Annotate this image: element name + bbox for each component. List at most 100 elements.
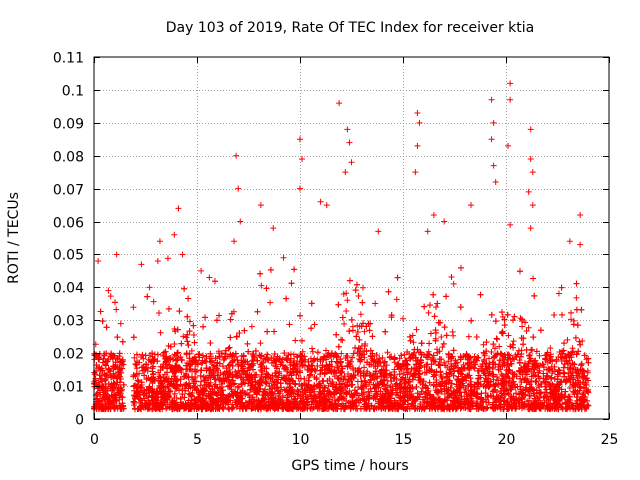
data-point (264, 328, 271, 335)
data-point (338, 350, 345, 357)
data-point (584, 369, 591, 376)
data-point (340, 290, 347, 297)
data-point (379, 354, 386, 361)
data-point (510, 378, 517, 385)
data-point (519, 323, 526, 330)
data-point (423, 384, 430, 391)
data-point (150, 298, 157, 305)
data-point (178, 340, 185, 347)
data-point (130, 304, 137, 311)
data-point (443, 293, 450, 300)
data-point (518, 316, 525, 323)
data-point (363, 397, 370, 404)
data-point (329, 394, 336, 401)
data-point (498, 392, 505, 399)
data-point (568, 316, 575, 323)
data-point (393, 296, 400, 303)
data-point (560, 369, 567, 376)
data-point (252, 347, 259, 354)
data-point (154, 351, 161, 358)
data-point (181, 394, 188, 401)
data-point (211, 278, 218, 285)
data-point (185, 342, 192, 349)
data-point (206, 274, 213, 281)
data-point (189, 358, 196, 365)
data-point (501, 362, 508, 369)
data-point (171, 341, 178, 348)
data-point (467, 375, 474, 382)
data-point (269, 378, 276, 385)
data-point (374, 391, 381, 398)
data-point (347, 358, 354, 365)
data-point (309, 348, 316, 355)
data-point (241, 327, 248, 334)
data-point (354, 322, 361, 329)
data-point (409, 332, 416, 339)
data-point (391, 397, 398, 404)
data-point (344, 297, 351, 304)
data-point (102, 377, 109, 384)
data-point (547, 345, 554, 352)
data-point (555, 290, 562, 297)
data-point (576, 338, 583, 345)
data-point (518, 379, 525, 386)
data-point (178, 356, 185, 363)
data-point (244, 340, 251, 347)
data-point (510, 338, 517, 345)
data-point (509, 374, 516, 381)
data-point (267, 299, 274, 306)
data-point (311, 321, 318, 328)
data-point (343, 308, 350, 315)
data-point (398, 352, 405, 359)
data-point (361, 364, 368, 371)
data-point (450, 280, 457, 287)
data-point (535, 373, 542, 380)
data-point (248, 323, 255, 330)
data-point (309, 345, 316, 352)
data-point (333, 331, 340, 338)
data-point (216, 353, 223, 360)
data-point (470, 364, 477, 371)
data-point (401, 351, 408, 358)
data-point (481, 352, 488, 359)
data-point (227, 334, 234, 341)
data-point (573, 351, 580, 358)
data-point (443, 332, 450, 339)
data-point (135, 378, 142, 385)
data-point (489, 365, 496, 372)
data-point (257, 353, 264, 360)
data-point (409, 393, 416, 400)
data-point (448, 273, 455, 280)
data-point (570, 348, 577, 355)
data-point (396, 355, 403, 362)
data-point (384, 349, 391, 356)
data-point (359, 382, 366, 389)
data-point (188, 347, 195, 354)
data-point (481, 378, 488, 385)
data-point (186, 318, 193, 325)
data-point (421, 303, 428, 310)
data-point (567, 309, 574, 316)
data-point (548, 363, 555, 370)
data-point (275, 376, 282, 383)
data-point (465, 333, 472, 340)
data-point (260, 359, 267, 366)
data-point (525, 324, 532, 331)
data-point (413, 326, 420, 333)
data-point (361, 354, 368, 361)
data-point (202, 314, 209, 321)
data-point (361, 389, 368, 396)
data-point (458, 264, 465, 271)
data-point (452, 406, 459, 413)
data-point (245, 361, 252, 368)
data-point (432, 337, 439, 344)
data-point (166, 388, 173, 395)
data-point (314, 349, 321, 356)
data-point (540, 364, 547, 371)
data-point (447, 384, 454, 391)
data-point (410, 339, 417, 346)
data-point (317, 358, 324, 365)
data-point (419, 396, 426, 403)
data-point (539, 361, 546, 368)
data-point (207, 339, 214, 346)
